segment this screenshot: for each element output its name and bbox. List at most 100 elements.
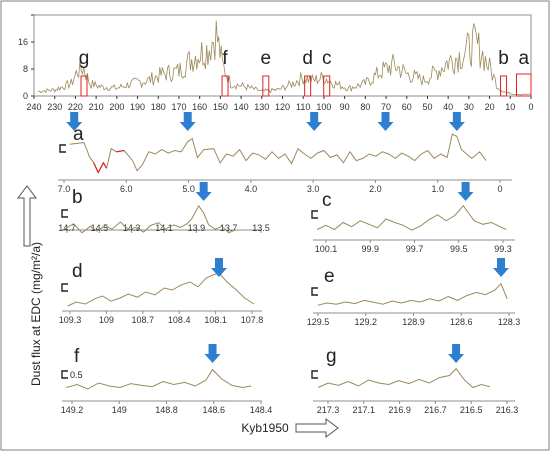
y-axis-title: Dust flux at EDC (mg/m²/a) bbox=[29, 242, 43, 386]
panel-f-x-tick-label: 149.2 bbox=[61, 405, 84, 415]
panel-e: 129.5 129.2 128.9 128.6 128.3 e bbox=[307, 258, 521, 327]
panel-e-x-tick-label: 128.6 bbox=[450, 317, 473, 327]
overview-x-tick-label: 230 bbox=[47, 102, 62, 112]
panel-c-x-tick-label: 99.3 bbox=[494, 244, 512, 254]
panel-g: 217.3 217.1 216.9 216.7 216.5 216.3 g bbox=[311, 344, 519, 415]
panel-g-series-line bbox=[317, 367, 490, 389]
panel-a-x-tick-label: 6.0 bbox=[120, 184, 133, 194]
panel-a-x-tick-label: 7.0 bbox=[58, 184, 71, 194]
panel-e-x-tick-label: 129.5 bbox=[307, 317, 330, 327]
panel-f: 149.2 149 148.8 148.6 148.4 f bbox=[61, 344, 272, 415]
panel-f-arrow-icon bbox=[204, 344, 221, 363]
panel-e-x-tick-label: 128.3 bbox=[498, 317, 521, 327]
overview-marker-box-b bbox=[500, 75, 508, 97]
panel-b-x-tick-label: 14.5 bbox=[91, 223, 109, 233]
panel-d-x-tick-label: 108.7 bbox=[132, 315, 155, 325]
panel-a-highlight-segment bbox=[116, 149, 125, 153]
scale-note-label: 0.5 bbox=[70, 370, 83, 380]
panel-d-scale-bar bbox=[61, 283, 68, 292]
panel-d-x-tick-label: 107.8 bbox=[241, 315, 264, 325]
panel-e-arrow-icon bbox=[493, 258, 510, 277]
panel-g-scale-bar bbox=[311, 370, 318, 379]
overview-x-tick-label: 200 bbox=[109, 102, 124, 112]
overview-x-tick-label: 90 bbox=[340, 102, 350, 112]
overview-marker-box-a bbox=[516, 73, 532, 97]
panel-g-x-tick-label: 217.1 bbox=[353, 405, 376, 415]
overview-x-tick-label: 0 bbox=[528, 102, 533, 112]
overview-marker-box-d bbox=[304, 75, 312, 97]
panel-a-arrow-icon bbox=[306, 112, 323, 131]
panel-e-scale-bar bbox=[311, 287, 318, 296]
panel-c-x-tick-label: 99.5 bbox=[450, 244, 468, 254]
panel-b-label: b bbox=[72, 187, 83, 208]
overview-x-tick-label: 170 bbox=[171, 102, 186, 112]
panel-a-x-tick-label: 2.0 bbox=[369, 184, 382, 194]
overview-x-tick-label: 190 bbox=[130, 102, 145, 112]
overview-x-tick-label: 50 bbox=[422, 102, 432, 112]
panel-e-series-line bbox=[317, 282, 508, 306]
panel-g-x-tick-label: 217.3 bbox=[317, 405, 340, 415]
overview-marker-label-d: d bbox=[302, 48, 313, 69]
panel-d-x-tick-label: 108.1 bbox=[204, 315, 227, 325]
overview-x-tick-label: 70 bbox=[381, 102, 391, 112]
panel-a-series-line bbox=[69, 133, 487, 174]
panel-a-arrow-icon bbox=[66, 112, 83, 131]
panel-f-label: f bbox=[74, 346, 80, 367]
overview-marker-label-b: b bbox=[498, 48, 509, 69]
overview-series-line bbox=[37, 20, 532, 96]
panel-d-series-line bbox=[67, 272, 255, 307]
x-axis-title: Kyb1950 bbox=[241, 421, 289, 435]
panel-c-scale-bar bbox=[311, 210, 318, 219]
panel-a-arrow-icon bbox=[179, 112, 196, 131]
panel-c-x-tick-label: 99.7 bbox=[406, 244, 424, 254]
overview-x-tick-label: 220 bbox=[68, 102, 83, 112]
panel-a-x-tick-label: 0 bbox=[497, 184, 502, 194]
panel-c-label: c bbox=[322, 190, 332, 211]
panel-e-x-tick-label: 128.9 bbox=[402, 317, 425, 327]
panel-g-arrow-icon bbox=[448, 344, 465, 363]
overview-x-tick-label: 30 bbox=[464, 102, 474, 112]
panel-a: 7.0 6.0 5.0 4.0 3.0 2.0 1.0 0 a bbox=[58, 112, 512, 194]
panel-c-x-tick-label: 100.1 bbox=[315, 244, 338, 254]
panel-b-x-tick-label: 13.9 bbox=[188, 223, 206, 233]
panel-b-scale-bar bbox=[61, 209, 68, 218]
panel-b-x-tick-label: 13.5 bbox=[252, 223, 270, 233]
panel-a-x-tick-label: 3.0 bbox=[307, 184, 320, 194]
panel-d: 109.3 109 108.7 108.4 108.1 107.8 d bbox=[59, 258, 264, 325]
panel-g-label: g bbox=[326, 346, 337, 367]
overview-x-tick-label: 110 bbox=[296, 102, 310, 112]
panel-a-x-tick-label: 1.0 bbox=[431, 184, 444, 194]
overview-x-tick-label: 180 bbox=[151, 102, 166, 112]
panel-g-x-tick-label: 216.9 bbox=[388, 405, 411, 415]
overview-marker-label-e: e bbox=[261, 48, 272, 69]
panel-f-x-tick-label: 148.8 bbox=[155, 405, 178, 415]
overview-marker-label-g: g bbox=[79, 48, 90, 69]
panel-g-x-tick-label: 216.5 bbox=[460, 405, 483, 415]
overview-x-tick-label: 120 bbox=[275, 102, 290, 112]
overview-marker-label-f: f bbox=[222, 48, 228, 69]
panel-c-series-line bbox=[317, 204, 507, 231]
panel-c-x-tick-label: 99.9 bbox=[361, 244, 379, 254]
panel-b-arrow-icon bbox=[195, 182, 212, 201]
overview-x-tick-label: 240 bbox=[26, 102, 41, 112]
y-direction-arrow-icon bbox=[17, 185, 37, 247]
overview-y-tick-label: 16 bbox=[18, 37, 28, 47]
panel-c-arrow-icon bbox=[457, 182, 474, 201]
overview-x-tick-label: 10 bbox=[505, 102, 515, 112]
panel-d-label: d bbox=[72, 261, 83, 282]
overview-x-tick-label: 160 bbox=[192, 102, 207, 112]
panel-a-highlight-segment bbox=[93, 161, 108, 174]
panel-g-x-tick-label: 216.7 bbox=[424, 405, 447, 415]
panel-f-x-tick-label: 149 bbox=[112, 405, 127, 415]
panel-c: 100.1 99.9 99.7 99.5 99.3 c bbox=[311, 182, 515, 254]
overview-marker-label-a: a bbox=[518, 48, 529, 69]
overview-x-tick-label: 60 bbox=[402, 102, 412, 112]
panel-d-x-tick-label: 108.4 bbox=[168, 315, 191, 325]
overview-x-tick-label: 140 bbox=[234, 102, 249, 112]
panel-b-x-tick-label: 14.3 bbox=[123, 223, 141, 233]
panel-a-arrow-icon bbox=[448, 112, 465, 131]
panel-f-series-line bbox=[66, 368, 252, 390]
panel-f-scale-bar bbox=[61, 370, 68, 379]
panel-g-x-tick-label: 216.3 bbox=[496, 405, 519, 415]
